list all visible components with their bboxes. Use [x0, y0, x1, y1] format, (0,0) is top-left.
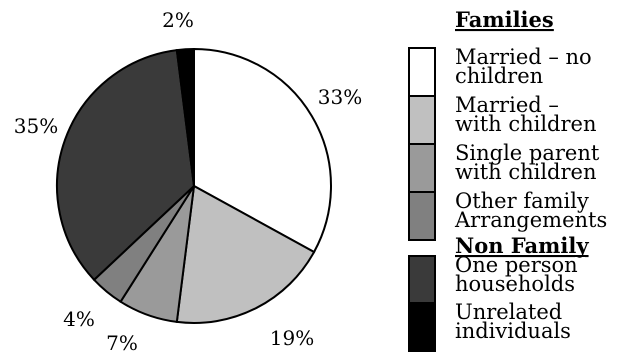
legend-label: Married – no [455, 45, 592, 69]
legend-label: Married – [455, 93, 559, 117]
legend-heading-families: Families [455, 7, 554, 32]
pie-slices [56, 47, 332, 324]
pie-labels: 33% 19% 7% 4% 35% 2% [14, 8, 362, 355]
legend-label: children [455, 64, 543, 88]
pie-label-single-parent-with-children: 7% [106, 331, 138, 355]
pie-label-unrelated-individuals: 2% [162, 8, 194, 32]
legend-label: One person [455, 253, 578, 277]
legend-swatch [408, 191, 436, 241]
legend-label: Other family [455, 189, 589, 213]
legend-label: Unrelated [455, 300, 562, 324]
pie-slice-married-with-children [175, 184, 316, 324]
legend-swatch [408, 143, 436, 193]
pie-slice-unrelated-individuals [175, 47, 195, 187]
pie-slice-married-no-children [193, 47, 332, 254]
legend-label: households [455, 272, 575, 296]
legend-label: Arrangements [454, 208, 607, 232]
legend-swatch [408, 255, 436, 305]
legend-heading-non-family: Non Family [455, 233, 589, 258]
legend-swatch [408, 47, 436, 97]
legend-label: with children [455, 160, 596, 184]
pie-label-married-no-children: 33% [318, 85, 362, 109]
legend-label: Single parent [455, 141, 600, 165]
legend-swatch [408, 95, 436, 145]
legend-label: with children [455, 112, 596, 136]
pie-slice-one-person-households [56, 48, 196, 282]
legend-swatch [408, 302, 436, 352]
legend-label: individuals [455, 319, 571, 343]
pie-label-married-with-children: 19% [270, 326, 314, 350]
pie-label-one-person-households: 35% [14, 114, 58, 138]
pie-label-other-family-arrangements: 4% [63, 307, 95, 331]
